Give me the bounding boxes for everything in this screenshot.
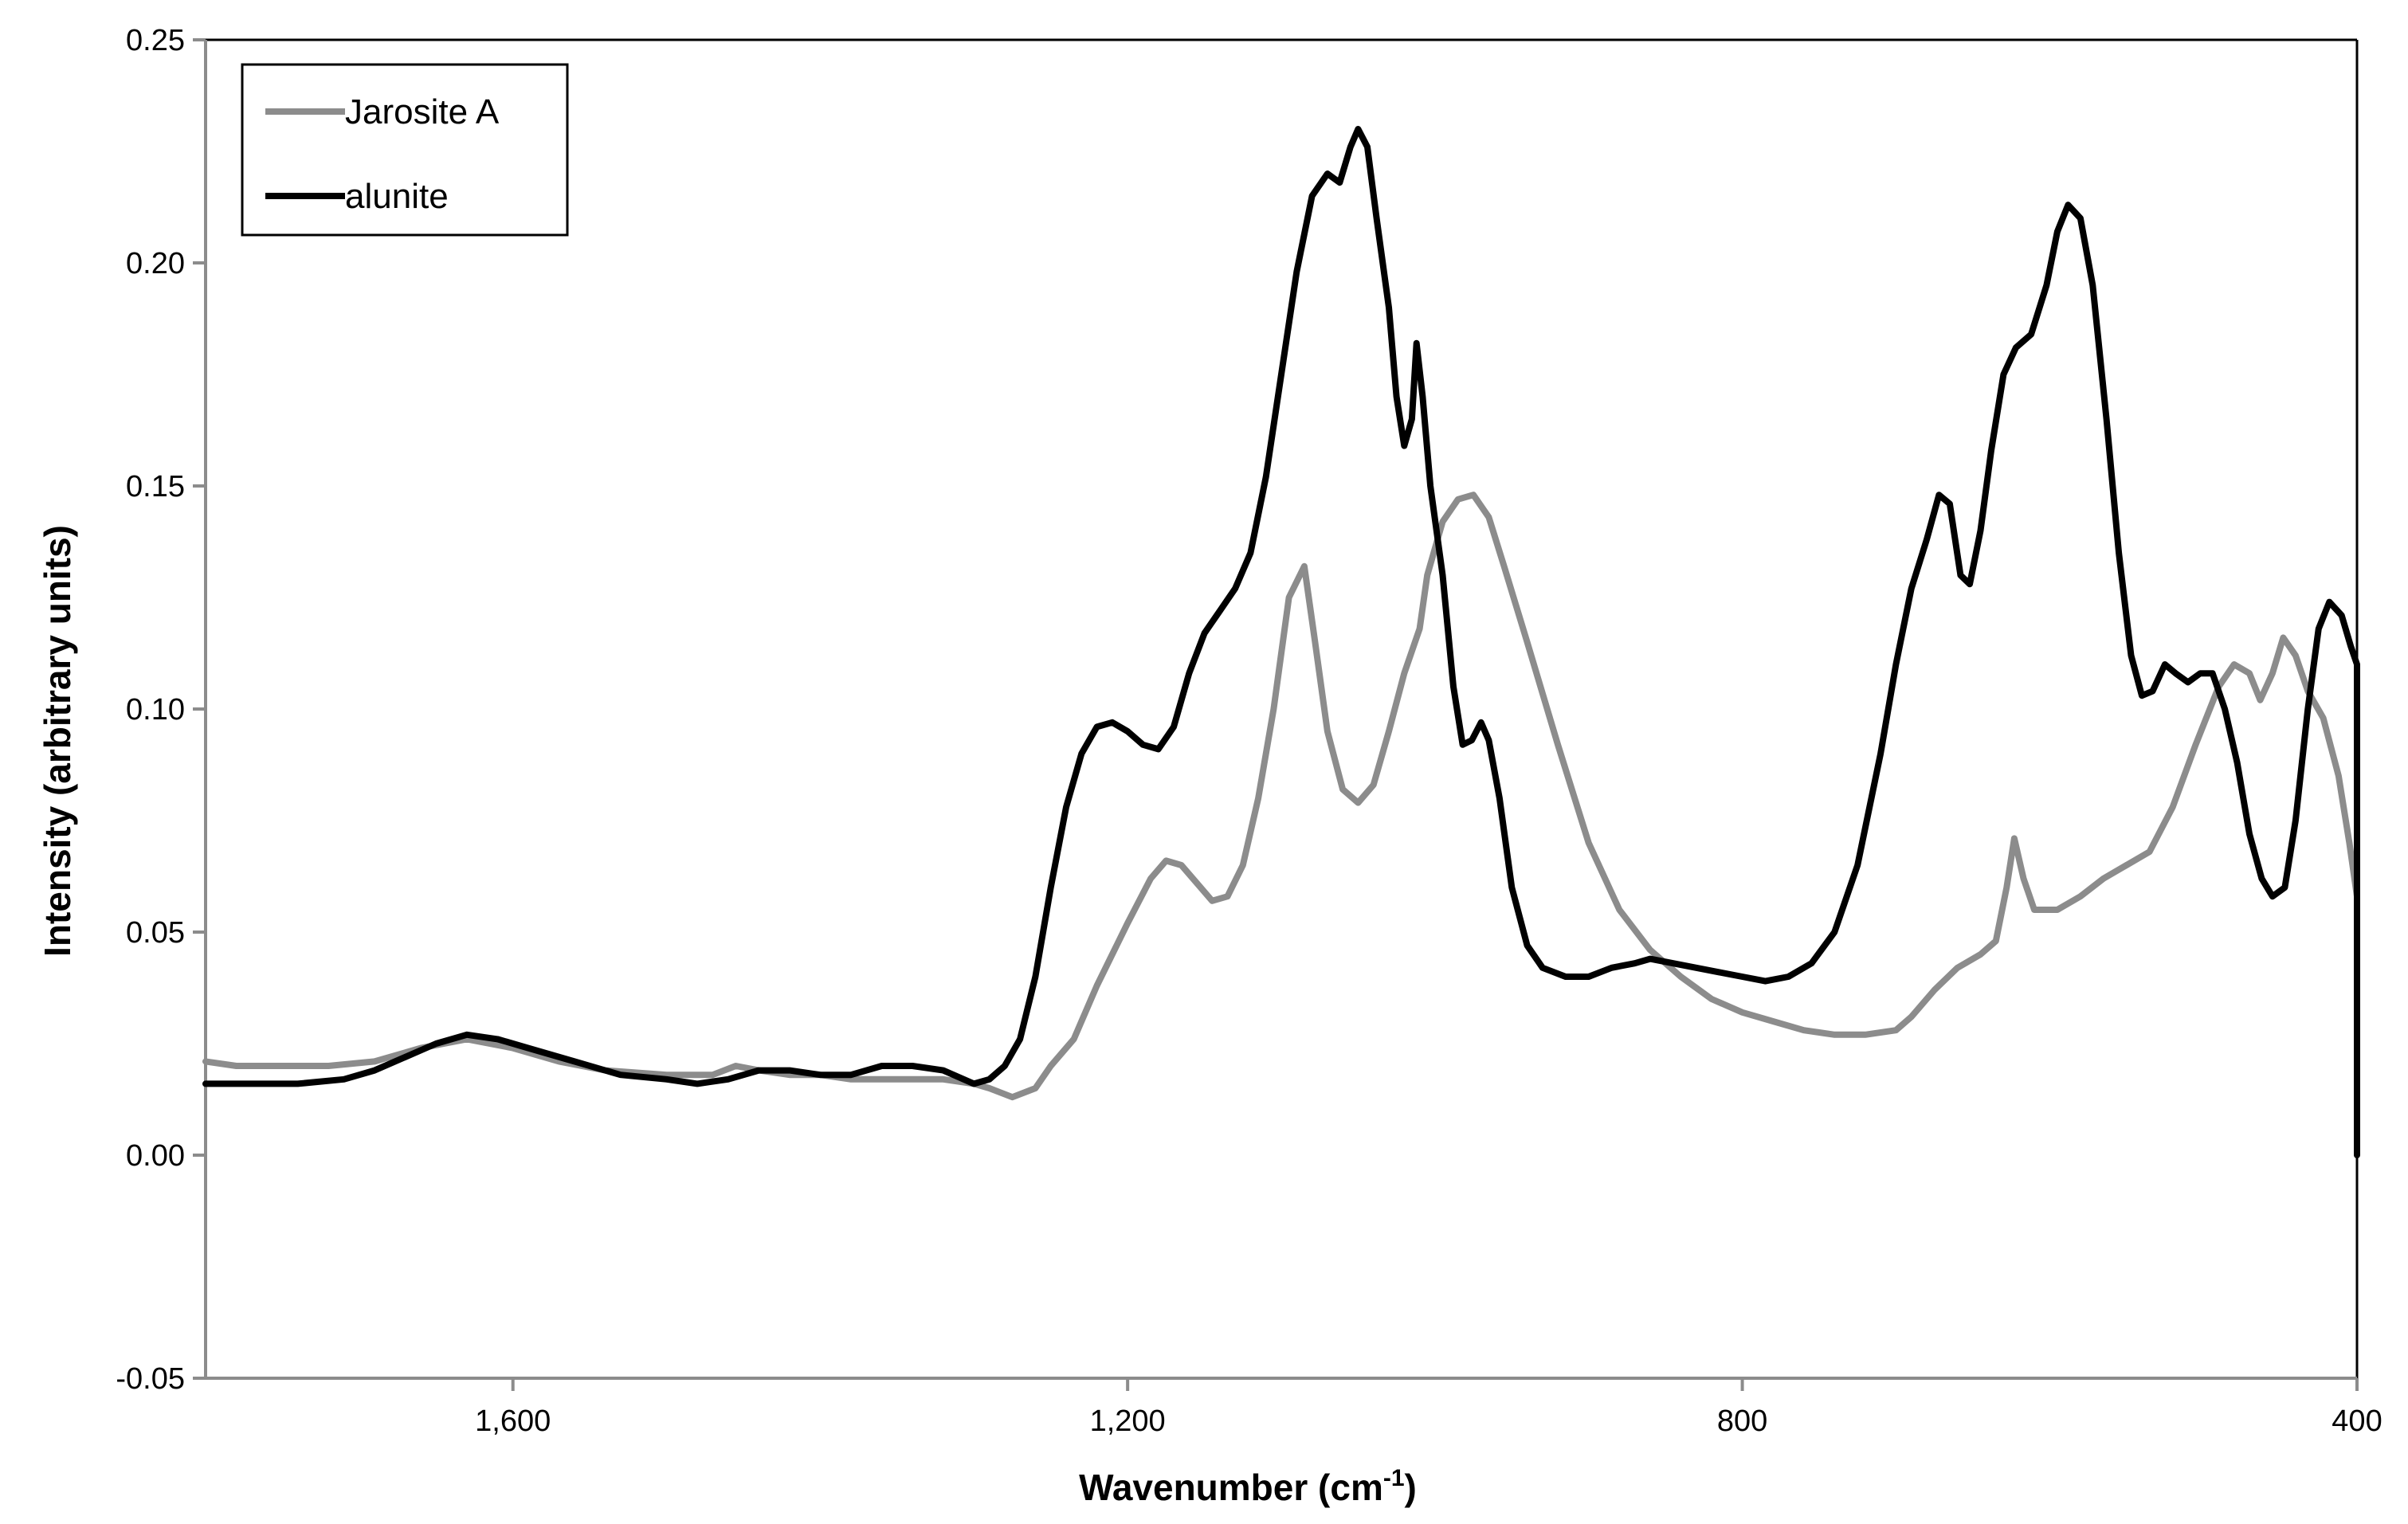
- x-axis: 1,600 1,200 800 400: [475, 1378, 2383, 1438]
- x-tick-label: 800: [1717, 1405, 1767, 1438]
- x-tick-label: 1,600: [475, 1405, 551, 1438]
- y-tick-label: 0.25: [126, 24, 185, 57]
- legend: Jarosite A alunite: [241, 63, 569, 237]
- series-line-jarosite-a: [202, 492, 2360, 1101]
- y-tick-label: 0.10: [126, 693, 185, 727]
- y-tick-label: 0.05: [126, 916, 185, 950]
- x-axis-title-superscript: -1: [1383, 1465, 1405, 1491]
- series-layer: [202, 126, 2360, 1158]
- y-axis-title: Intensity (arbitrary units): [37, 525, 78, 957]
- x-tick-label: 1,200: [1090, 1405, 1166, 1438]
- y-tick-label: 0.00: [126, 1139, 185, 1173]
- y-tick-label: -0.05: [116, 1362, 185, 1396]
- x-tick-label: 400: [2332, 1405, 2382, 1438]
- y-tick-label: 0.15: [126, 470, 185, 503]
- y-axis: -0.05 0.00 0.05 0.10 0.15 0.20 0.25: [116, 24, 206, 1396]
- x-axis-title-main: Wavenumber (cm: [1079, 1467, 1383, 1508]
- legend-box: [241, 63, 569, 237]
- x-axis-title-tail: ): [1405, 1467, 1417, 1508]
- legend-label-alunite: alunite: [345, 177, 449, 216]
- x-axis-title: Wavenumber (cm-1): [1079, 1465, 1417, 1508]
- legend-label-jarosite-a: Jarosite A: [345, 92, 500, 131]
- plot-frame: [204, 38, 2359, 1380]
- y-tick-label: 0.20: [126, 247, 185, 280]
- series-line-alunite: [202, 126, 2360, 1158]
